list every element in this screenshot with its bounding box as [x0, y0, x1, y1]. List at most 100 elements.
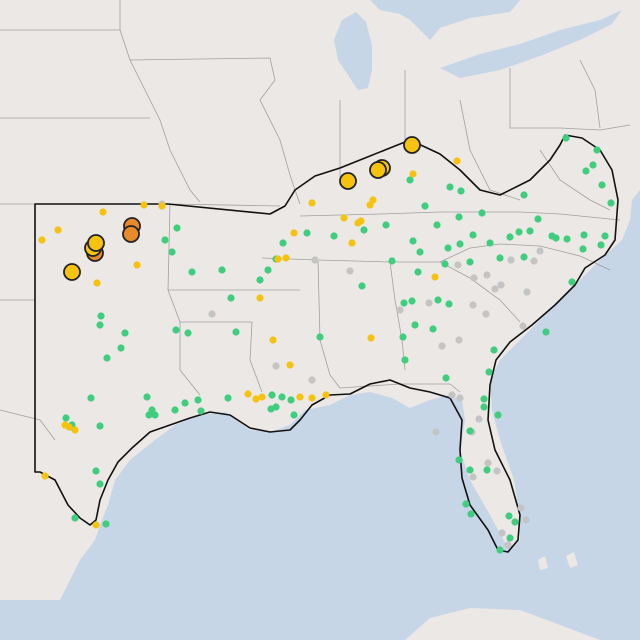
green-station-marker[interactable] [421, 202, 429, 210]
gray-station-marker[interactable] [396, 306, 404, 314]
gray-station-marker[interactable] [523, 288, 531, 296]
green-station-marker[interactable] [506, 534, 514, 542]
green-station-marker[interactable] [579, 245, 587, 253]
gray-station-marker[interactable] [536, 247, 544, 255]
gray-station-marker[interactable] [522, 516, 530, 524]
gray-station-marker[interactable] [483, 271, 491, 279]
green-station-marker[interactable] [486, 239, 494, 247]
large-orange-marker[interactable] [122, 225, 140, 243]
green-station-marker[interactable] [408, 297, 416, 305]
green-station-marker[interactable] [406, 176, 414, 184]
green-station-marker[interactable] [469, 231, 477, 239]
green-station-marker[interactable] [467, 510, 475, 518]
gray-station-marker[interactable] [519, 322, 527, 330]
green-station-marker[interactable] [589, 161, 597, 169]
green-station-marker[interactable] [62, 414, 70, 422]
green-station-marker[interactable] [96, 321, 104, 329]
green-station-marker[interactable] [442, 374, 450, 382]
green-station-marker[interactable] [92, 467, 100, 475]
yellow-station-marker[interactable] [252, 395, 260, 403]
yellow-station-marker[interactable] [99, 208, 107, 216]
large-yellow-marker[interactable] [63, 263, 81, 281]
green-station-marker[interactable] [171, 406, 179, 414]
green-station-marker[interactable] [480, 403, 488, 411]
gray-station-marker[interactable] [455, 336, 463, 344]
green-station-marker[interactable] [466, 427, 474, 435]
yellow-station-marker[interactable] [38, 236, 46, 244]
green-station-marker[interactable] [330, 232, 338, 240]
gray-station-marker[interactable] [497, 281, 505, 289]
green-station-marker[interactable] [582, 167, 590, 175]
green-station-marker[interactable] [466, 466, 474, 474]
green-station-marker[interactable] [168, 248, 176, 256]
yellow-station-marker[interactable] [41, 472, 49, 480]
green-station-marker[interactable] [399, 333, 407, 341]
yellow-station-marker[interactable] [93, 279, 101, 287]
yellow-station-marker[interactable] [308, 199, 316, 207]
large-yellow-marker[interactable] [87, 234, 105, 252]
gray-station-marker[interactable] [311, 256, 319, 264]
green-station-marker[interactable] [360, 226, 368, 234]
green-station-marker[interactable] [480, 395, 488, 403]
green-station-marker[interactable] [520, 253, 528, 261]
green-station-marker[interactable] [121, 329, 129, 337]
green-station-marker[interactable] [563, 235, 571, 243]
yellow-station-marker[interactable] [290, 229, 298, 237]
gray-station-marker[interactable] [469, 473, 477, 481]
green-station-marker[interactable] [444, 244, 452, 252]
gray-station-marker[interactable] [484, 459, 492, 467]
green-station-marker[interactable] [414, 268, 422, 276]
green-station-marker[interactable] [197, 407, 205, 415]
yellow-station-marker[interactable] [65, 423, 73, 431]
yellow-station-marker[interactable] [244, 390, 252, 398]
yellow-station-marker[interactable] [367, 334, 375, 342]
green-station-marker[interactable] [279, 239, 287, 247]
green-station-marker[interactable] [161, 236, 169, 244]
green-station-marker[interactable] [466, 258, 474, 266]
yellow-station-marker[interactable] [140, 201, 148, 209]
green-station-marker[interactable] [562, 134, 570, 142]
green-station-marker[interactable] [511, 518, 519, 526]
green-station-marker[interactable] [433, 221, 441, 229]
green-station-marker[interactable] [580, 231, 588, 239]
green-station-marker[interactable] [143, 393, 151, 401]
yellow-station-marker[interactable] [269, 336, 277, 344]
green-station-marker[interactable] [316, 333, 324, 341]
gray-station-marker[interactable] [470, 274, 478, 282]
yellow-station-marker[interactable] [340, 214, 348, 222]
green-station-marker[interactable] [145, 411, 153, 419]
green-station-marker[interactable] [401, 356, 409, 364]
green-station-marker[interactable] [534, 215, 542, 223]
green-station-marker[interactable] [434, 296, 442, 304]
gray-station-marker[interactable] [208, 310, 216, 318]
green-station-marker[interactable] [607, 199, 615, 207]
green-station-marker[interactable] [388, 257, 396, 265]
green-station-marker[interactable] [188, 268, 196, 276]
yellow-station-marker[interactable] [158, 202, 166, 210]
green-station-marker[interactable] [441, 260, 449, 268]
yellow-station-marker[interactable] [308, 394, 316, 402]
green-station-marker[interactable] [264, 266, 272, 274]
yellow-station-marker[interactable] [274, 255, 282, 263]
yellow-station-marker[interactable] [296, 393, 304, 401]
yellow-station-marker[interactable] [71, 426, 79, 434]
green-station-marker[interactable] [172, 326, 180, 334]
yellow-station-marker[interactable] [431, 273, 439, 281]
yellow-station-marker[interactable] [409, 170, 417, 178]
green-station-marker[interactable] [232, 328, 240, 336]
green-station-marker[interactable] [597, 241, 605, 249]
green-station-marker[interactable] [103, 354, 111, 362]
green-station-marker[interactable] [494, 411, 502, 419]
gray-station-marker[interactable] [469, 301, 477, 309]
green-station-marker[interactable] [409, 237, 417, 245]
gray-station-marker[interactable] [432, 428, 440, 436]
green-station-marker[interactable] [445, 300, 453, 308]
gray-station-marker[interactable] [475, 415, 483, 423]
green-station-marker[interactable] [256, 276, 264, 284]
green-station-marker[interactable] [71, 514, 79, 522]
green-station-marker[interactable] [268, 391, 276, 399]
green-station-marker[interactable] [542, 328, 550, 336]
green-station-marker[interactable] [490, 346, 498, 354]
yellow-station-marker[interactable] [286, 361, 294, 369]
large-yellow-marker[interactable] [403, 136, 421, 154]
